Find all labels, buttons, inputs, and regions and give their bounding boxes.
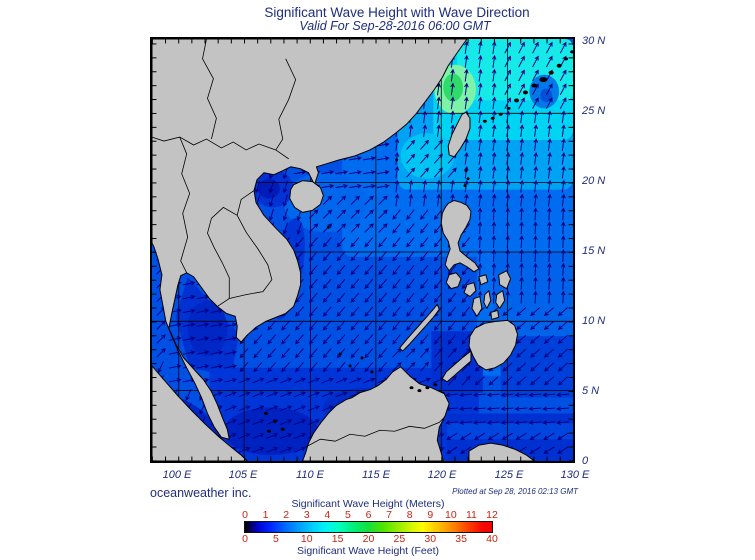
meters-ticks-9: 9 (427, 509, 434, 521)
land-palawan (399, 303, 440, 352)
meters-ticks-11: 11 (465, 509, 477, 521)
lat-label-5n: 5 N (582, 385, 600, 397)
lat-label-0: 0 (582, 455, 589, 467)
feet-ticks-40: 40 (486, 533, 498, 545)
lon-label-115e: 115 E (362, 469, 390, 481)
land-asia-mainland (152, 39, 468, 440)
land-bohol (490, 309, 500, 320)
lat-label-30n: 30 N (582, 35, 606, 47)
page-title: Significant Wave Height with Wave Direct… (264, 5, 530, 20)
feet-ticks-25: 25 (393, 533, 406, 545)
meters-ticks-5: 5 (344, 509, 351, 521)
land-panay (463, 282, 477, 298)
land-sulawesi (468, 442, 535, 461)
feet-ticks-5: 5 (272, 533, 279, 545)
lat-label-15n: 15 N (582, 245, 606, 257)
legend-meters-title: Significant Wave Height (Meters) (291, 498, 445, 510)
land-hainan (289, 180, 324, 213)
land-sumatra (152, 365, 248, 461)
lat-label-10n: 10 N (582, 315, 606, 327)
plotted-timestamp: Plotted at Sep 28, 2016 02:13 GMT (452, 487, 578, 496)
lon-label-125e: 125 E (494, 469, 524, 481)
land-mindoro (445, 272, 462, 290)
lat-label-25n: 25 N (582, 105, 606, 117)
land-masbate (478, 274, 489, 286)
meters-ticks-6: 6 (365, 509, 372, 521)
small-islands (263, 50, 573, 433)
credit-text: oceanweather inc. (150, 486, 252, 500)
legend-feet-title: Significant Wave Height (Feet) (296, 545, 440, 557)
frame-ticks (152, 39, 573, 461)
feet-ticks-35: 35 (455, 533, 467, 545)
lat-label-20n: 20 N (582, 175, 606, 187)
feet-ticks-10: 10 (300, 533, 313, 545)
country-borders (152, 39, 446, 448)
feet-ticks-15: 15 (331, 533, 344, 545)
feet-ticks-30: 30 (424, 533, 437, 545)
land-leyte (495, 290, 506, 309)
land-luzon (440, 199, 480, 273)
wave-map (152, 39, 573, 461)
lon-label-110e: 110 E (296, 469, 324, 481)
meters-ticks-7: 7 (386, 509, 392, 521)
land-borneo (302, 366, 450, 461)
meters-ticks-2: 2 (283, 509, 290, 521)
meters-ticks-10: 10 (444, 509, 457, 521)
lon-label-105e: 105 E (228, 469, 258, 481)
land-taiwan (447, 111, 471, 158)
lon-label-100e: 100 E (162, 469, 192, 481)
map-frame (150, 37, 575, 463)
meters-ticks-8: 8 (406, 509, 413, 521)
land-zamboanga (441, 350, 472, 383)
meters-ticks-4: 4 (324, 509, 331, 521)
meters-ticks-0: 0 (242, 509, 248, 521)
lon-label-120e: 120 E (427, 469, 457, 481)
valid-time-subtitle: Valid For Sep-28-2016 06:00 GMT (299, 19, 491, 33)
meters-ticks-12: 12 (486, 509, 498, 521)
meters-ticks-1: 1 (262, 509, 269, 521)
land-negros (471, 296, 483, 317)
meters-ticks-3: 3 (303, 509, 310, 521)
land-masses (152, 39, 535, 461)
feet-ticks-20: 20 (362, 533, 375, 545)
land-samar (498, 270, 512, 290)
wave-height-colorbar (244, 521, 493, 533)
feet-ticks-0: 0 (242, 533, 248, 545)
lon-label-130e: 130 E (560, 469, 590, 481)
land-cebu (483, 290, 492, 309)
